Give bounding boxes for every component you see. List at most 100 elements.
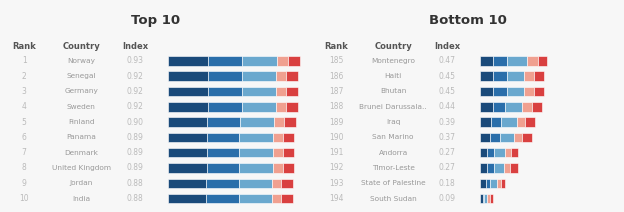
FancyBboxPatch shape — [283, 133, 294, 142]
FancyBboxPatch shape — [494, 163, 504, 173]
FancyBboxPatch shape — [273, 163, 283, 173]
Text: 0.44: 0.44 — [439, 102, 456, 111]
Text: Haiti: Haiti — [384, 73, 402, 79]
FancyBboxPatch shape — [514, 133, 522, 142]
FancyBboxPatch shape — [240, 163, 273, 173]
Text: 194: 194 — [329, 194, 343, 203]
FancyBboxPatch shape — [501, 179, 505, 188]
FancyBboxPatch shape — [500, 133, 514, 142]
FancyBboxPatch shape — [480, 56, 493, 66]
Text: Germany: Germany — [64, 88, 98, 95]
Text: 0.18: 0.18 — [439, 179, 456, 188]
Text: Rank: Rank — [324, 42, 348, 51]
Text: Country: Country — [374, 42, 412, 51]
FancyBboxPatch shape — [277, 56, 288, 66]
FancyBboxPatch shape — [168, 133, 207, 142]
FancyBboxPatch shape — [517, 117, 525, 127]
FancyBboxPatch shape — [241, 87, 276, 96]
FancyBboxPatch shape — [534, 87, 544, 96]
FancyBboxPatch shape — [241, 71, 276, 81]
FancyBboxPatch shape — [487, 163, 494, 173]
Text: 1: 1 — [22, 56, 27, 65]
FancyBboxPatch shape — [207, 148, 240, 158]
Text: Country: Country — [62, 42, 100, 51]
FancyBboxPatch shape — [493, 71, 507, 81]
Text: 191: 191 — [329, 148, 343, 157]
FancyBboxPatch shape — [501, 117, 517, 127]
FancyBboxPatch shape — [168, 148, 207, 158]
FancyBboxPatch shape — [494, 148, 505, 158]
FancyBboxPatch shape — [238, 179, 271, 188]
FancyBboxPatch shape — [168, 194, 207, 203]
FancyBboxPatch shape — [240, 148, 273, 158]
Text: 0.45: 0.45 — [439, 87, 456, 96]
Text: 2: 2 — [22, 72, 27, 81]
Text: State of Palestine: State of Palestine — [361, 180, 426, 186]
FancyBboxPatch shape — [271, 179, 281, 188]
FancyBboxPatch shape — [207, 133, 240, 142]
FancyBboxPatch shape — [493, 56, 507, 66]
Text: 0.89: 0.89 — [127, 163, 144, 173]
FancyBboxPatch shape — [480, 71, 493, 81]
Text: Finland: Finland — [68, 119, 94, 125]
Text: 188: 188 — [329, 102, 343, 111]
FancyBboxPatch shape — [522, 133, 532, 142]
Text: 0.27: 0.27 — [439, 148, 456, 157]
FancyBboxPatch shape — [490, 179, 497, 188]
Text: 192: 192 — [329, 163, 343, 173]
Text: 0.88: 0.88 — [127, 179, 144, 188]
Text: 0.27: 0.27 — [439, 163, 456, 173]
Text: 0.47: 0.47 — [439, 56, 456, 65]
Text: 185: 185 — [329, 56, 343, 65]
Text: Timor-Leste: Timor-Leste — [372, 165, 414, 171]
FancyBboxPatch shape — [240, 133, 273, 142]
FancyBboxPatch shape — [480, 194, 483, 203]
FancyBboxPatch shape — [538, 56, 547, 66]
Text: Bottom 10: Bottom 10 — [429, 14, 507, 28]
FancyBboxPatch shape — [207, 163, 240, 173]
Text: Panama: Panama — [66, 134, 96, 140]
FancyBboxPatch shape — [168, 117, 207, 127]
FancyBboxPatch shape — [168, 179, 207, 188]
Text: 9: 9 — [22, 179, 27, 188]
FancyBboxPatch shape — [493, 87, 507, 96]
FancyBboxPatch shape — [510, 163, 519, 173]
Text: Denmark: Denmark — [64, 150, 98, 156]
Text: 186: 186 — [329, 72, 343, 81]
FancyBboxPatch shape — [511, 148, 519, 158]
FancyBboxPatch shape — [522, 102, 532, 112]
FancyBboxPatch shape — [485, 179, 490, 188]
Text: 10: 10 — [19, 194, 29, 203]
FancyBboxPatch shape — [480, 163, 487, 173]
FancyBboxPatch shape — [276, 102, 286, 112]
Text: Brunei Darussala..: Brunei Darussala.. — [359, 104, 427, 110]
Text: Montenegro: Montenegro — [371, 58, 415, 64]
FancyBboxPatch shape — [525, 117, 535, 127]
FancyBboxPatch shape — [483, 194, 484, 203]
Text: 7: 7 — [22, 148, 27, 157]
FancyBboxPatch shape — [534, 71, 544, 81]
FancyBboxPatch shape — [484, 194, 487, 203]
Text: 0.92: 0.92 — [127, 102, 144, 111]
Text: Bhutan: Bhutan — [380, 88, 406, 95]
Text: Senegal: Senegal — [66, 73, 96, 79]
FancyBboxPatch shape — [273, 133, 283, 142]
FancyBboxPatch shape — [505, 102, 522, 112]
FancyBboxPatch shape — [271, 194, 281, 203]
Text: 0.93: 0.93 — [127, 56, 144, 65]
FancyBboxPatch shape — [283, 163, 294, 173]
FancyBboxPatch shape — [504, 163, 510, 173]
FancyBboxPatch shape — [286, 71, 298, 81]
Text: Top 10: Top 10 — [132, 14, 180, 28]
FancyBboxPatch shape — [207, 117, 240, 127]
FancyBboxPatch shape — [276, 87, 286, 96]
FancyBboxPatch shape — [480, 87, 493, 96]
Text: Andorra: Andorra — [379, 150, 407, 156]
FancyBboxPatch shape — [286, 87, 298, 96]
FancyBboxPatch shape — [487, 194, 490, 203]
FancyBboxPatch shape — [480, 102, 493, 112]
FancyBboxPatch shape — [238, 194, 271, 203]
Text: 0.89: 0.89 — [127, 133, 144, 142]
FancyBboxPatch shape — [487, 148, 494, 158]
FancyBboxPatch shape — [281, 194, 293, 203]
